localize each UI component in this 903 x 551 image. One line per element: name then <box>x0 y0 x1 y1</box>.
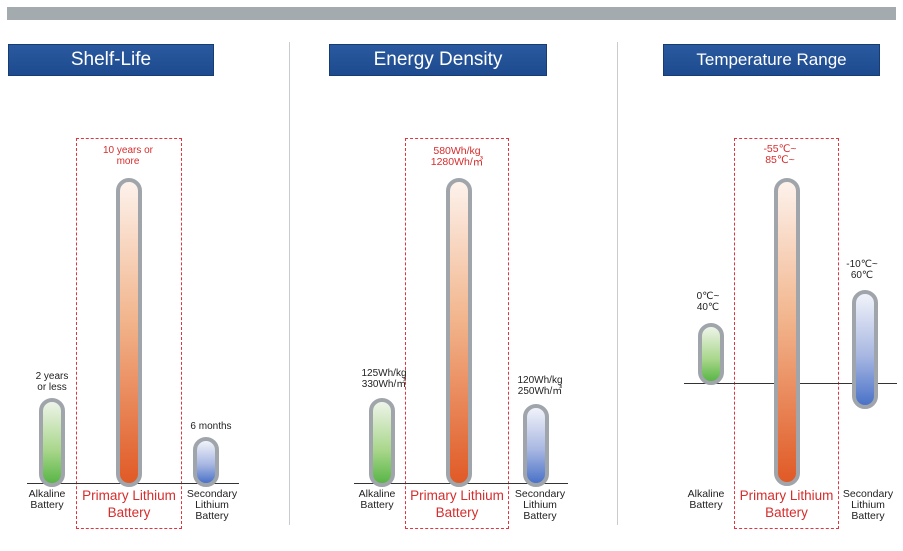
category-label-secondary-lithium: Secondary Lithium Battery <box>510 489 570 522</box>
value-label-alkaline: 125Wh/kg 330Wh/㎥ <box>356 368 412 390</box>
category-label-alkaline: Alkaline Battery <box>676 489 736 511</box>
value-label-secondary-lithium: 120Wh/kg 250Wh/㎥ <box>512 375 568 397</box>
bar-secondary-lithium <box>523 404 549 487</box>
value-label-secondary-lithium: -10℃~ 60℃ <box>838 259 886 281</box>
value-label-primary-lithium: 580Wh/kg 1280Wh/㎥ <box>412 146 502 168</box>
temperature-range-panel: Temperature Range 0℃~ 40℃ -55℃~ 85℃~ -10… <box>0 0 290 551</box>
panel-title: Energy Density <box>329 44 547 76</box>
category-label-alkaline: Alkaline Battery <box>347 489 407 511</box>
bar-secondary-lithium <box>852 290 878 409</box>
value-label-primary-lithium: -55℃~ 85℃~ <box>750 144 810 166</box>
value-label-alkaline: 0℃~ 40℃ <box>684 291 732 313</box>
bar-alkaline <box>369 398 395 487</box>
category-label-secondary-lithium: Secondary Lithium Battery <box>838 489 898 522</box>
category-label-primary-lithium: Primary Lithium Battery <box>734 487 839 521</box>
category-label-primary-lithium: Primary Lithium Battery <box>405 487 509 521</box>
panel-title: Temperature Range <box>663 44 880 76</box>
bar-primary-lithium <box>774 178 800 486</box>
bar-primary-lithium <box>446 178 472 487</box>
bar-alkaline <box>698 323 724 385</box>
panel-divider <box>617 42 618 525</box>
